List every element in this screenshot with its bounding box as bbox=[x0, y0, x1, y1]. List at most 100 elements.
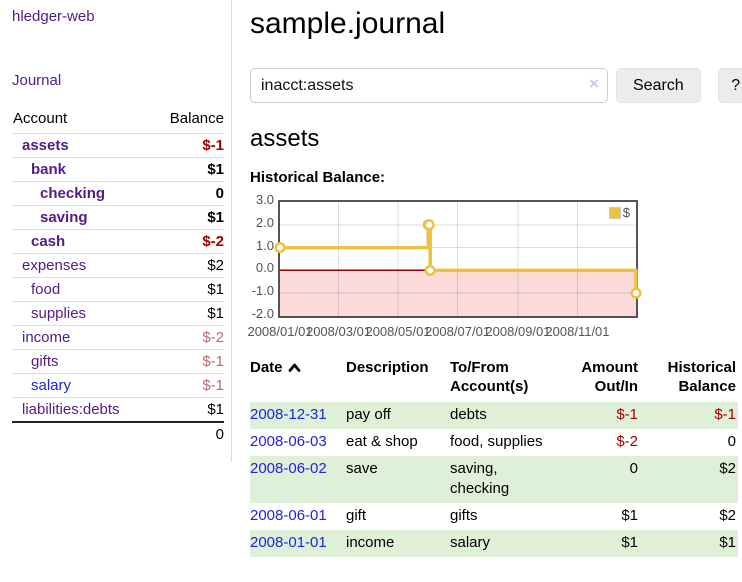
transaction-balance: 0 bbox=[727, 433, 736, 450]
y-axis-tick-label: -2.0 bbox=[251, 306, 274, 321]
account-title: assets bbox=[250, 125, 320, 152]
account-balance: $1 bbox=[152, 301, 224, 326]
page: hledger-web Journal Account Balance asse… bbox=[0, 0, 742, 557]
account-row: checking 0 bbox=[12, 181, 224, 206]
account-row: bank $1 bbox=[12, 157, 224, 182]
account-link-expenses[interactable]: expenses bbox=[22, 257, 87, 274]
account-link-saving[interactable]: saving bbox=[40, 209, 88, 226]
account-row: salary $-1 bbox=[12, 373, 224, 398]
transaction-row: 2008-06-01 gift gifts $1 $2 bbox=[250, 503, 738, 530]
transaction-date-link[interactable]: 2008-01-01 bbox=[250, 534, 327, 551]
sidebar: hledger-web Journal Account Balance asse… bbox=[0, 0, 232, 462]
register-header-amount: Amount Out/In bbox=[581, 359, 638, 395]
x-axis-tick-label: 2008/09/01 bbox=[485, 324, 551, 339]
search-bar: × Search ? bbox=[250, 68, 742, 103]
account-link-bank[interactable]: bank bbox=[31, 161, 67, 178]
chart-plot-area: $ bbox=[274, 200, 642, 318]
register-header-date-label: Date bbox=[250, 359, 283, 376]
x-axis-tick-label: 2008/05/01 bbox=[365, 324, 431, 339]
transaction-amount: $-1 bbox=[616, 406, 638, 423]
historical-balance-chart: $3.0 2.0 1.0 0.0 -1.0 -2.0 2008/01/01 2008/03/0… bbox=[247, 193, 720, 348]
transaction-accounts: saving, checking bbox=[450, 460, 510, 497]
sort-ascending-icon bbox=[288, 359, 301, 378]
transaction-row: 2008-06-03 eat & shop food, supplies $-2 0 bbox=[250, 429, 738, 456]
transaction-balance: $-1 bbox=[714, 406, 736, 423]
y-axis-tick-label: 1.0 bbox=[255, 237, 274, 253]
x-axis-tick-label: 2008/07/01 bbox=[424, 324, 491, 339]
account-balance: $2 bbox=[152, 253, 224, 278]
transaction-amount: $1 bbox=[621, 507, 638, 524]
search-input[interactable] bbox=[250, 68, 608, 103]
transaction-description: eat & shop bbox=[346, 433, 418, 450]
transaction-description: gift bbox=[346, 507, 367, 524]
account-link-checking[interactable]: checking bbox=[40, 185, 106, 202]
register-table: Date Description To/From Account(s) Amou… bbox=[250, 356, 738, 557]
account-row: saving $1 bbox=[12, 205, 224, 230]
account-balance: $-1 bbox=[152, 133, 224, 158]
account-link-supplies[interactable]: supplies bbox=[31, 305, 87, 322]
account-balance: $1 bbox=[152, 277, 224, 302]
x-axis-tick-label: 2008/11/01 bbox=[545, 324, 610, 339]
account-row: assets $-1 bbox=[12, 133, 224, 158]
accounts-total-value: 0 bbox=[152, 421, 224, 446]
data-point-marker bbox=[423, 219, 435, 231]
transaction-amount: $-2 bbox=[616, 433, 638, 450]
account-link-cash[interactable]: cash bbox=[31, 233, 66, 250]
account-balance: $1 bbox=[152, 397, 224, 422]
transaction-accounts: gifts bbox=[450, 507, 478, 524]
register-header-accounts: To/From Account(s) bbox=[450, 359, 529, 395]
accounts-header-balance: Balance bbox=[169, 110, 224, 127]
transaction-accounts: food, supplies bbox=[450, 433, 543, 450]
legend-swatch-icon bbox=[608, 206, 621, 219]
chart-legend: $ bbox=[607, 205, 631, 220]
accounts-total-spacer bbox=[12, 421, 153, 446]
account-balance: $-1 bbox=[152, 373, 224, 398]
help-button[interactable]: ? bbox=[717, 68, 742, 103]
transaction-balance: $1 bbox=[719, 534, 736, 551]
register-header-row: Date Description To/From Account(s) Amou… bbox=[250, 356, 738, 402]
transaction-date-link[interactable]: 2008-06-02 bbox=[250, 460, 327, 477]
account-link-salary[interactable]: salary bbox=[31, 377, 72, 394]
chart-heading: Historical Balance: bbox=[250, 169, 386, 186]
register-header-description: Description bbox=[346, 359, 429, 376]
transaction-accounts: salary bbox=[450, 534, 491, 551]
account-balance: $-2 bbox=[152, 325, 224, 350]
account-link-food[interactable]: food bbox=[31, 281, 61, 298]
data-point-marker bbox=[274, 242, 286, 254]
account-row: food $1 bbox=[12, 277, 224, 302]
search-button[interactable]: Search bbox=[616, 68, 701, 103]
clear-search-icon[interactable]: × bbox=[589, 74, 599, 93]
accounts-total-row: 0 bbox=[12, 421, 224, 446]
account-balance: $-1 bbox=[152, 349, 224, 374]
transaction-accounts: debts bbox=[450, 406, 487, 423]
transaction-date-link[interactable]: 2008-06-03 bbox=[250, 433, 327, 450]
negative-region bbox=[280, 270, 636, 316]
account-balance: $1 bbox=[152, 205, 224, 230]
brand-link[interactable]: hledger-web bbox=[12, 8, 95, 25]
account-link-gifts[interactable]: gifts bbox=[31, 353, 59, 370]
x-axis-tick-label: 2008/03/01 bbox=[305, 324, 372, 339]
transaction-date-link[interactable]: 2008-06-01 bbox=[250, 507, 327, 524]
data-point-marker bbox=[424, 264, 436, 276]
account-row: income $-2 bbox=[12, 325, 224, 350]
account-row: cash $-2 bbox=[12, 229, 224, 254]
transaction-amount: $1 bbox=[621, 534, 638, 551]
transaction-row: 2008-01-01 income salary $1 $1 bbox=[250, 530, 738, 557]
nav-journal-link[interactable]: Journal bbox=[12, 72, 62, 89]
y-axis-tick-label: 0.0 bbox=[255, 260, 274, 276]
account-row: expenses $2 bbox=[12, 253, 224, 278]
accounts-header-account: Account bbox=[13, 110, 68, 127]
account-link-liabilities-debts[interactable]: liabilities:debts bbox=[22, 401, 120, 418]
main-content: sample.journal × Search ? assets Histori… bbox=[232, 0, 742, 557]
legend-label: $ bbox=[622, 205, 630, 220]
account-row: liabilities:debts $1 bbox=[12, 397, 224, 422]
accounts-table: Account Balance assets $-1 bank $1 checking 0… bbox=[12, 107, 224, 446]
transaction-balance: $2 bbox=[719, 460, 736, 477]
transaction-row: 2008-12-31 pay off debts $-1 $-1 bbox=[250, 402, 738, 429]
account-link-income[interactable]: income bbox=[22, 329, 71, 346]
account-link-assets[interactable]: assets bbox=[22, 137, 69, 154]
register-header-date[interactable]: Date bbox=[250, 356, 346, 402]
transaction-description: income bbox=[346, 534, 395, 551]
transaction-date-link[interactable]: 2008-12-31 bbox=[250, 406, 327, 423]
search-box: × bbox=[250, 68, 608, 103]
